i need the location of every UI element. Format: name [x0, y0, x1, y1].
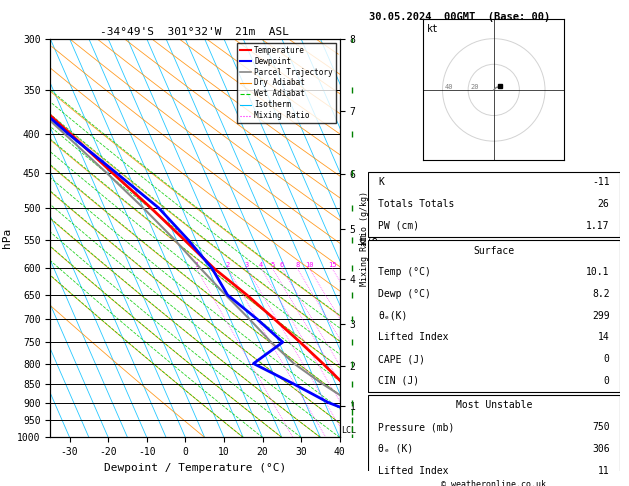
Title: -34°49'S  301°32'W  21m  ASL: -34°49'S 301°32'W 21m ASL [101, 27, 289, 37]
Text: 5: 5 [270, 262, 275, 268]
Text: LCL: LCL [341, 426, 356, 434]
Text: -11: -11 [592, 177, 610, 188]
Text: Temp (°C): Temp (°C) [378, 267, 431, 277]
Text: 1: 1 [194, 262, 199, 268]
Text: 1.17: 1.17 [586, 221, 610, 231]
Text: 8.2: 8.2 [592, 289, 610, 299]
Legend: Temperature, Dewpoint, Parcel Trajectory, Dry Adiabat, Wet Adiabat, Isotherm, Mi: Temperature, Dewpoint, Parcel Trajectory… [237, 43, 336, 123]
X-axis label: Dewpoint / Temperature (°C): Dewpoint / Temperature (°C) [104, 463, 286, 473]
Text: Totals Totals: Totals Totals [378, 199, 454, 209]
Text: Dewp (°C): Dewp (°C) [378, 289, 431, 299]
FancyBboxPatch shape [368, 172, 620, 237]
Text: 0: 0 [604, 354, 610, 364]
Text: K: K [378, 177, 384, 188]
Text: 15: 15 [328, 262, 337, 268]
FancyBboxPatch shape [368, 395, 620, 486]
Text: 20: 20 [470, 84, 479, 89]
Text: 4: 4 [259, 262, 264, 268]
Text: Lifted Index: Lifted Index [378, 332, 448, 342]
Text: 10.1: 10.1 [586, 267, 610, 277]
Text: CAPE (J): CAPE (J) [378, 354, 425, 364]
Text: 14: 14 [598, 332, 610, 342]
Text: θₑ (K): θₑ (K) [378, 444, 413, 454]
Text: θₑ(K): θₑ(K) [378, 311, 408, 321]
Text: 10: 10 [305, 262, 313, 268]
Text: 30.05.2024  00GMT  (Base: 00): 30.05.2024 00GMT (Base: 00) [369, 12, 550, 22]
Text: 0: 0 [604, 376, 610, 386]
Text: 11: 11 [598, 466, 610, 475]
Text: 3: 3 [245, 262, 249, 268]
FancyBboxPatch shape [368, 240, 620, 392]
Text: Pressure (mb): Pressure (mb) [378, 422, 454, 432]
Text: Mixing Ratio (g/kg): Mixing Ratio (g/kg) [360, 191, 369, 286]
Text: 306: 306 [592, 444, 610, 454]
Text: 2: 2 [225, 262, 230, 268]
Text: PW (cm): PW (cm) [378, 221, 419, 231]
Text: 40: 40 [445, 84, 454, 89]
Text: Surface: Surface [473, 245, 515, 256]
Y-axis label: hPa: hPa [1, 228, 11, 248]
Text: Lifted Index: Lifted Index [378, 466, 448, 475]
Text: 750: 750 [592, 422, 610, 432]
Text: 299: 299 [592, 311, 610, 321]
Text: 26: 26 [598, 199, 610, 209]
Text: 8: 8 [295, 262, 299, 268]
Text: Most Unstable: Most Unstable [455, 400, 532, 411]
Text: 6: 6 [280, 262, 284, 268]
Text: © weatheronline.co.uk: © weatheronline.co.uk [442, 481, 546, 486]
Text: CIN (J): CIN (J) [378, 376, 419, 386]
Text: kt: kt [427, 24, 439, 34]
Y-axis label: km
ASL: km ASL [358, 229, 380, 247]
